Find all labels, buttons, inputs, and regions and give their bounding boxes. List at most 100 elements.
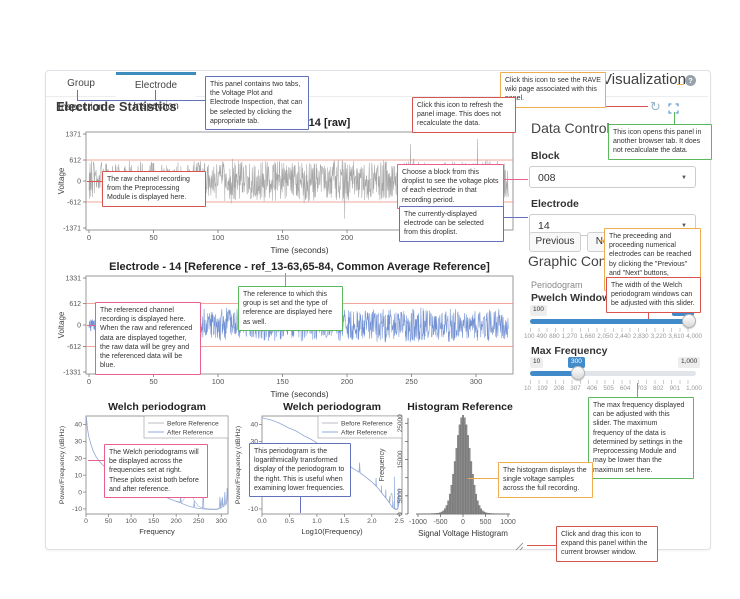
svg-text:-1371: -1371	[63, 225, 81, 232]
svg-text:-612: -612	[67, 344, 81, 351]
maxfreq-min-badge: 10	[530, 357, 544, 368]
pwelch-slider-gridlines	[530, 328, 696, 332]
svg-text:Welch periodogram: Welch periodogram	[108, 401, 206, 413]
graphic-control-heading: Graphic Control	[528, 253, 627, 269]
callout-connector	[637, 383, 638, 397]
svg-text:150: 150	[276, 233, 289, 242]
voltage-histogram-plot: Histogram Reference050001500025000Freque…	[379, 401, 516, 538]
callout-connector	[677, 84, 684, 85]
slider-tick-label: 1,000	[686, 385, 702, 392]
svg-text:-10: -10	[72, 506, 82, 513]
svg-text:-500: -500	[433, 519, 447, 526]
slider-tick-label: 2,830	[632, 333, 649, 340]
svg-text:100: 100	[212, 233, 225, 242]
chevron-down-icon: ▼	[681, 175, 687, 181]
svg-text:250: 250	[405, 377, 418, 386]
svg-text:100: 100	[125, 518, 137, 525]
callout-connector	[600, 240, 605, 241]
slider-tick-label: 10	[524, 385, 532, 392]
svg-text:30: 30	[250, 439, 258, 446]
svg-text:40: 40	[250, 422, 258, 429]
maxfreq-tick-labels: 10 109 208 307 406 505 604 703 802 901 1,000	[524, 385, 702, 392]
pwelch-min-badge: 100	[530, 305, 547, 316]
block-select[interactable]: 008 ▼	[529, 166, 696, 188]
svg-text:0: 0	[461, 519, 465, 526]
pwelch-slider-fill	[530, 319, 696, 324]
svg-text:Time (seconds): Time (seconds)	[270, 389, 328, 399]
annotation-log-periodogram: This periodogram is the logarithmically …	[249, 443, 351, 498]
annotation-open-tab-icon: This icon opens this panel in another br…	[608, 124, 712, 160]
svg-text:15000: 15000	[397, 450, 404, 468]
callout-connector	[285, 273, 286, 286]
maxfreq-slider-handle[interactable]	[571, 366, 585, 380]
annotation-raw-recording: The raw channel recording from the Prepr…	[102, 171, 206, 207]
pwelch-tick-labels: 100 490 880 1,270 1,660 2,050 2,440 2,830 3,220 3…	[524, 333, 702, 340]
annotation-welch-plots: The Welch periodograms will be displayed…	[104, 444, 208, 499]
block-label: Block	[531, 150, 560, 162]
svg-text:200: 200	[341, 377, 354, 386]
svg-text:0: 0	[77, 178, 81, 185]
svg-text:100: 100	[212, 377, 225, 386]
svg-text:1000: 1000	[500, 519, 516, 526]
svg-text:0: 0	[87, 233, 91, 242]
slider-tick-label: 3,220	[650, 333, 667, 340]
refresh-icon[interactable]: ↻	[650, 99, 661, 114]
svg-text:-1000: -1000	[409, 519, 427, 526]
callout-connector	[527, 545, 556, 546]
block-select-value: 008	[538, 172, 556, 184]
slider-tick-label: 1,660	[579, 333, 596, 340]
svg-text:1.0: 1.0	[312, 518, 322, 525]
tab-group-inspection[interactable]: Group Inspection	[48, 72, 114, 113]
tab-electrode-inspection[interactable]: Electrode Inspection	[116, 72, 196, 112]
slider-tick-label: 604	[619, 385, 631, 392]
svg-text:Voltage: Voltage	[57, 167, 66, 194]
svg-text:0: 0	[77, 322, 81, 329]
svg-text:Histogram Reference: Histogram Reference	[407, 401, 513, 413]
svg-text:Frequency: Frequency	[139, 527, 175, 536]
svg-text:50: 50	[149, 377, 157, 386]
callout-connector	[87, 181, 102, 182]
svg-text:250: 250	[193, 518, 205, 525]
svg-text:0: 0	[397, 512, 404, 516]
pwelch-slider-handle[interactable]	[682, 314, 696, 328]
svg-text:612: 612	[69, 301, 81, 308]
resize-grip-icon[interactable]	[515, 538, 524, 556]
expand-icon[interactable]	[668, 101, 679, 119]
help-icon[interactable]: ?	[685, 75, 696, 86]
svg-text:Log10(Frequency): Log10(Frequency)	[301, 527, 363, 536]
slider-tick-label: 2,440	[615, 333, 631, 340]
max-frequency-label: Max Frequency	[531, 345, 608, 357]
slider-tick-label: 802	[653, 385, 664, 392]
svg-text:612: 612	[69, 157, 81, 164]
previous-button[interactable]: Previous	[529, 232, 581, 252]
annotation-block-droplist: Choose a block from this droplist to see…	[397, 164, 504, 209]
slider-tick-label: 307	[570, 385, 581, 392]
svg-text:300: 300	[470, 377, 483, 386]
svg-text:50: 50	[149, 233, 157, 242]
welch-periodogram-log-plot: Welch periodogram403020100-10Power/Frequ…	[235, 401, 404, 536]
slider-tick-label: 208	[553, 385, 565, 392]
svg-text:0: 0	[78, 489, 82, 496]
annotation-electrode-droplist: The currently-displayed electrode can be…	[399, 206, 504, 242]
callout-connector	[494, 179, 528, 180]
maxfreq-slider-gridlines	[530, 380, 696, 384]
annotation-reference-title: The reference to which this group is set…	[238, 286, 343, 331]
slider-tick-label: 703	[636, 385, 647, 392]
maxfreq-value-badge: 300	[568, 357, 585, 368]
annotation-wiki-icon: Click this icon to see the RAVE wiki pag…	[500, 72, 606, 108]
slider-tick-label: 406	[586, 385, 598, 392]
svg-text:Voltage: Voltage	[57, 311, 66, 338]
svg-text:40: 40	[74, 422, 82, 429]
callout-connector	[494, 217, 528, 218]
svg-text:Electrode - 14 [Reference - re: Electrode - 14 [Reference - ref_13-63,65…	[109, 261, 490, 273]
svg-text:1371: 1371	[65, 131, 81, 138]
callout-connector	[468, 478, 498, 479]
svg-text:Welch periodogram: Welch periodogram	[283, 401, 381, 413]
slider-tick-label: 109	[537, 385, 548, 392]
svg-text:20: 20	[74, 455, 82, 462]
panel-title: Visualization	[602, 71, 686, 88]
svg-text:200: 200	[341, 233, 354, 242]
slider-tick-label: 880	[549, 333, 560, 340]
slider-tick-label: 1,270	[561, 333, 578, 340]
maxfreq-slider-track[interactable]	[530, 371, 696, 376]
